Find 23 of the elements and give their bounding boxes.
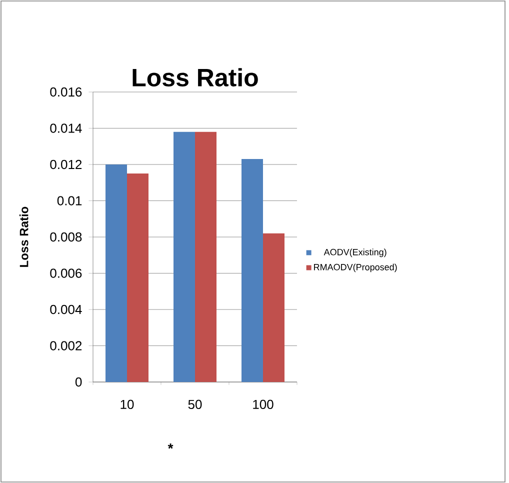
x-axis-title: * [168, 444, 174, 449]
chart-title: Loss Ratio [132, 68, 258, 86]
x-tick-label: 50 [188, 400, 202, 410]
legend-label: RMAODV(Proposed) [314, 264, 397, 272]
y-tick-label: 0.01 [57, 196, 82, 206]
y-tick-label: 0.012 [50, 160, 82, 170]
y-tick-label: 0 [75, 377, 82, 387]
bar [195, 132, 216, 382]
x-tick-label: 10 [120, 400, 134, 410]
y-axis-title: Loss Ratio [19, 206, 28, 267]
y-tick-label: 0.006 [50, 268, 82, 278]
y-tick-label: 0.004 [50, 304, 82, 314]
y-tick-label: 0.008 [50, 232, 82, 242]
bar [106, 164, 127, 382]
legend-label: AODV(Existing) [324, 248, 386, 258]
y-tick-label: 0.014 [50, 124, 82, 133]
bar [127, 174, 148, 382]
y-tick-label: 0.016 [50, 87, 82, 97]
y-tick-label: 0.002 [50, 341, 82, 350]
bar [174, 132, 195, 382]
bar [242, 159, 263, 382]
x-tick-label: 100 [253, 400, 274, 410]
bar [263, 233, 284, 382]
